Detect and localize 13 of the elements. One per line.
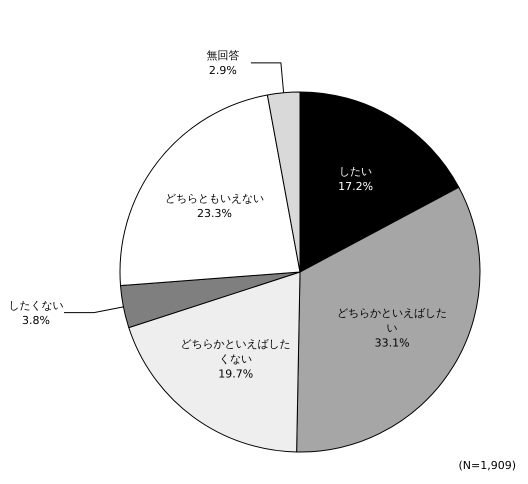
data-label: 3.8% — [20, 312, 51, 328]
slice-label: したい — [338, 164, 374, 180]
slice-label: どちらともいえない — [164, 191, 264, 206]
slice-label: どちらかといえばしたくない — [180, 336, 291, 366]
slice-label: どちらかといえばしたい — [337, 306, 448, 336]
text: (N=1,909) — [458, 459, 516, 472]
data-label: 19.7% — [217, 366, 254, 382]
slice-label: したくない — [8, 298, 64, 313]
data-label: 2.9% — [208, 62, 238, 78]
data-label: 23.3% — [196, 206, 233, 222]
data-label: 17.2% — [338, 179, 374, 194]
slice-label: 無回答 — [206, 48, 240, 63]
data-label: 33.1% — [374, 336, 411, 351]
